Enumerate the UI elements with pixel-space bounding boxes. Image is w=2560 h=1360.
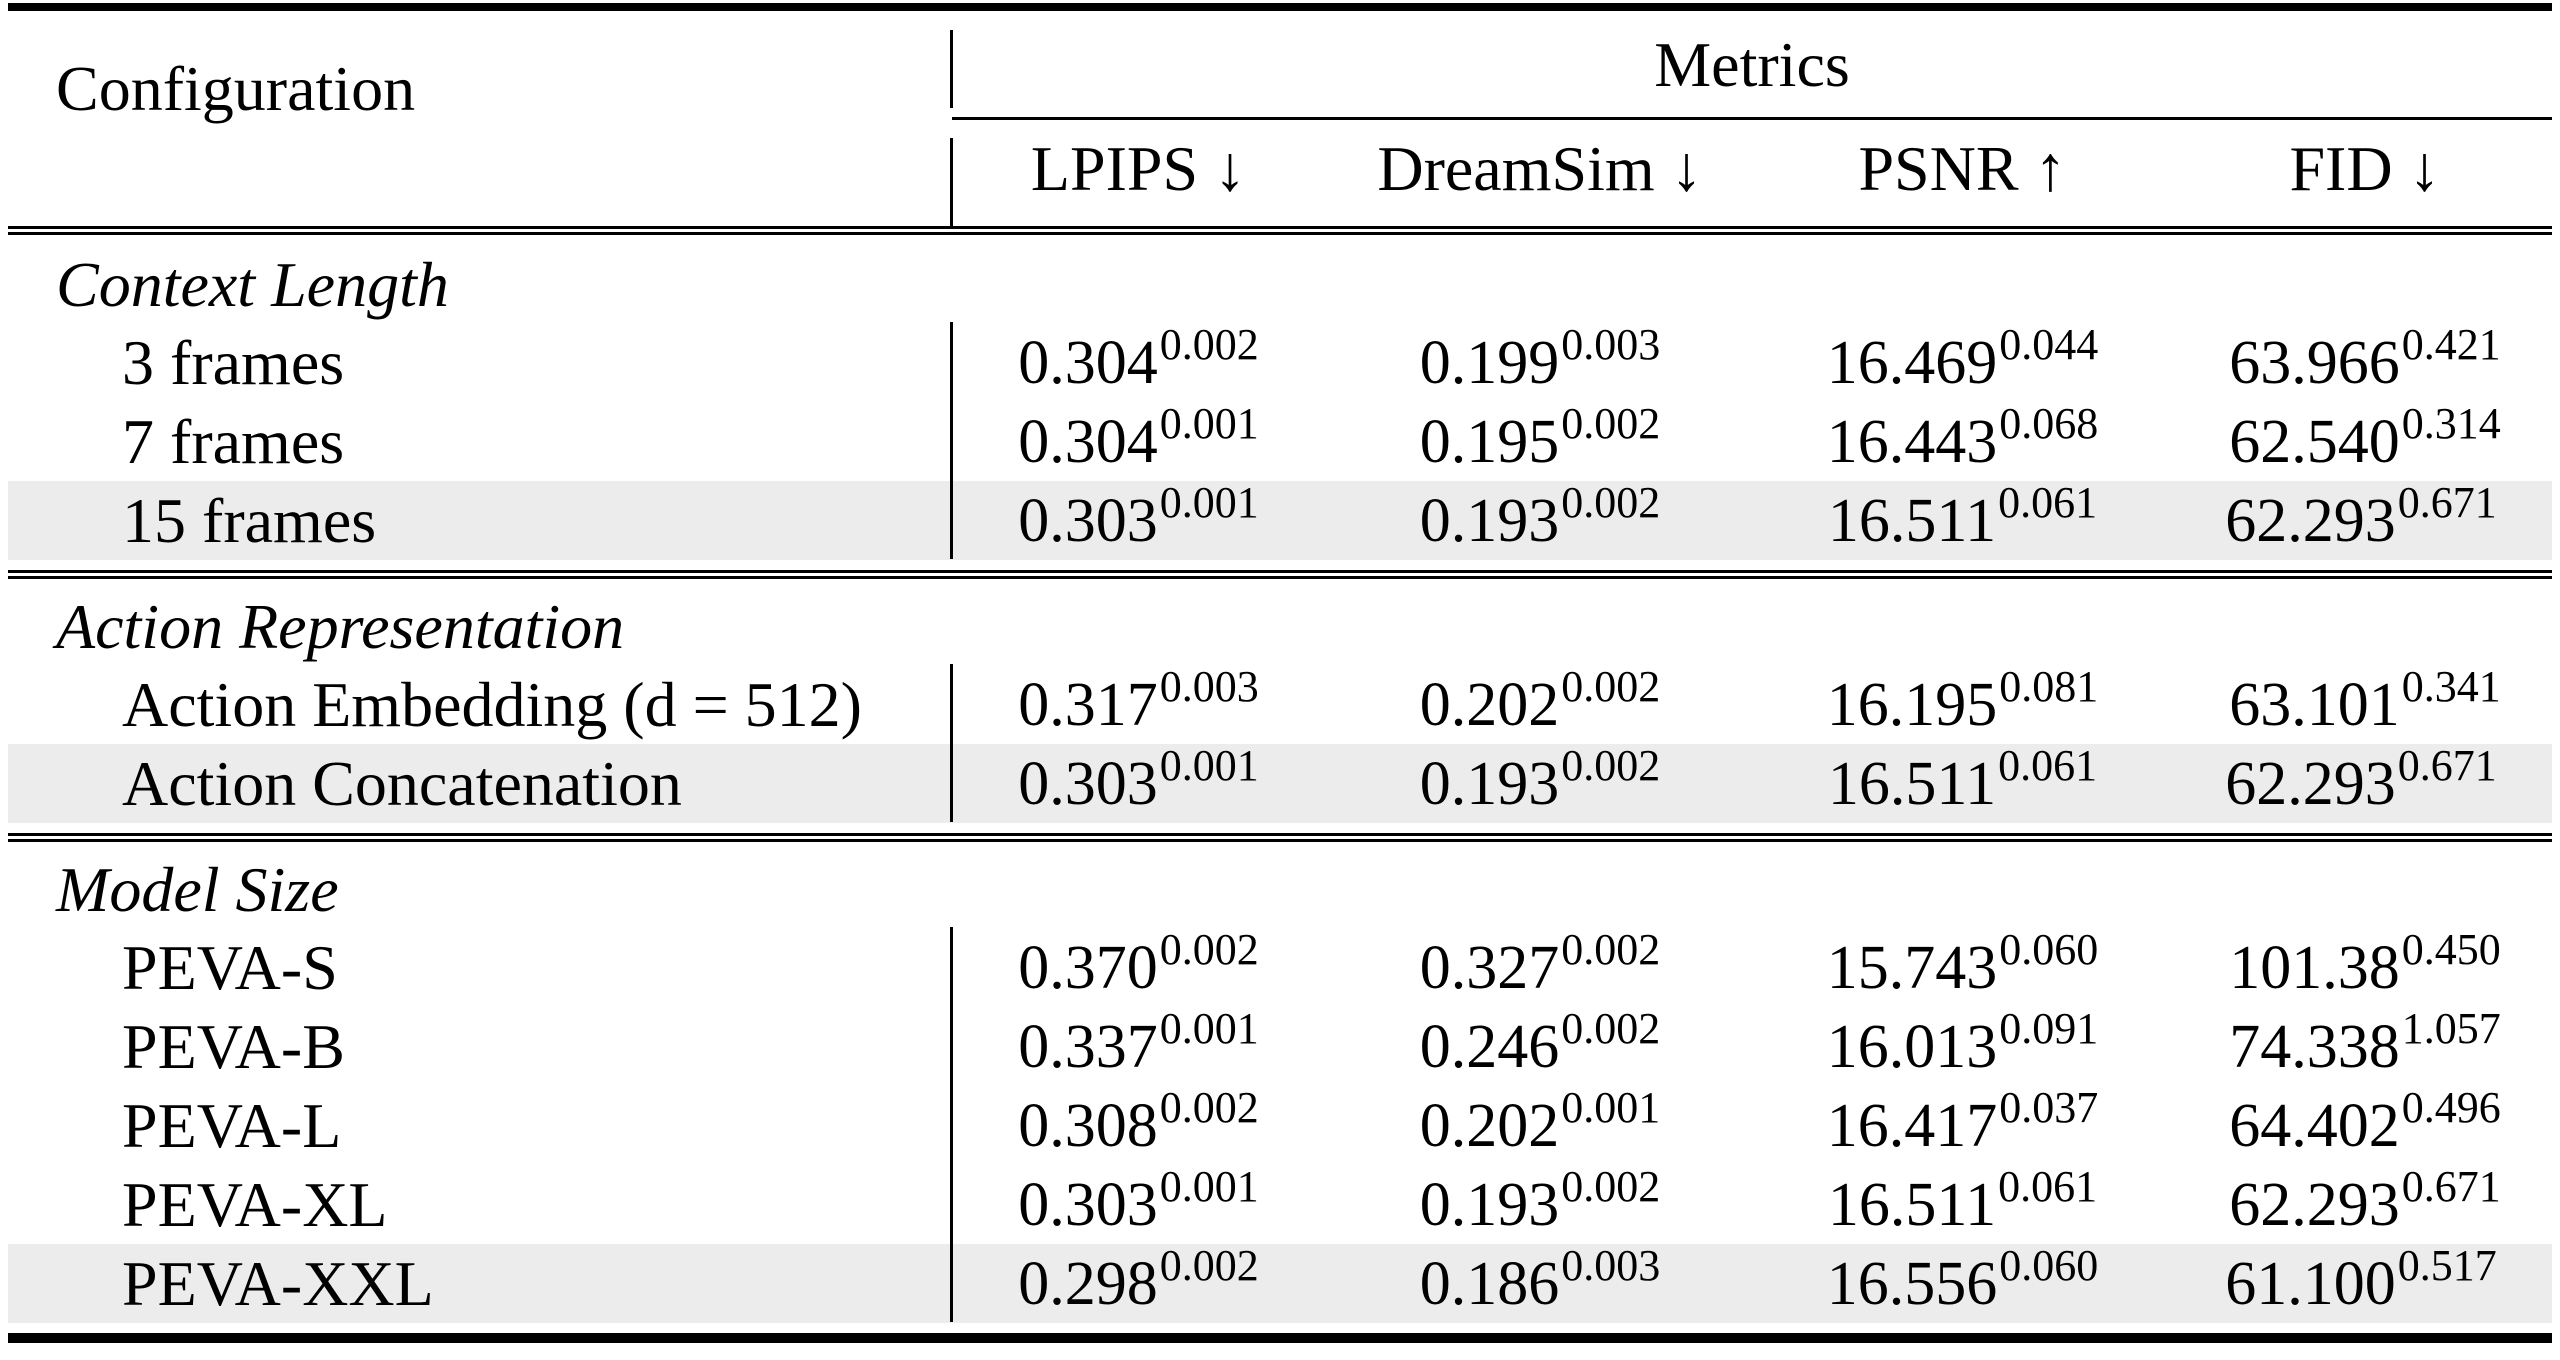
row-label: PEVA-XL [122, 1168, 388, 1240]
table-top-rule [8, 3, 2552, 11]
section-header-row: Action Representation [0, 589, 2560, 665]
table-row: 7 frames 0.3040.001 0.1950.002 16.4430.0… [0, 398, 2560, 481]
table-row: PEVA-S 0.3700.002 0.3270.002 15.7430.060… [0, 924, 2560, 1007]
metric-value-fid: 62.5400.314 [2229, 398, 2501, 476]
row-label: Action Embedding (d = 512) [122, 668, 862, 740]
metric-value-fid: 64.4020.496 [2229, 1082, 2501, 1160]
metric-value-psnr: 16.5110.061 [1827, 1161, 2098, 1239]
column-header-lpips: LPIPS ↓ [1030, 133, 1247, 204]
metrics-cmidrule [952, 117, 2552, 120]
metric-value-dreamsim: 0.1930.002 [1419, 1161, 1661, 1239]
table-section: Model Size PEVA-S 0.3700.002 0.3270.002 … [0, 852, 2560, 1323]
metric-value-lpips: 0.3040.002 [1018, 319, 1259, 397]
table-row: 3 frames 0.3040.002 0.1990.003 16.4690.0… [0, 319, 2560, 402]
vertical-rule-section-model-size [950, 927, 953, 1322]
section-separator-block [0, 823, 2560, 852]
section-title: Model Size [56, 854, 339, 925]
metric-value-psnr: 16.5560.060 [1826, 1240, 2099, 1318]
table-row: PEVA-B 0.3370.001 0.2460.002 16.0130.091… [0, 1003, 2560, 1086]
table-section: Action Representation Action Embedding (… [0, 589, 2560, 823]
metric-value-fid: 61.1000.517 [2225, 1240, 2497, 1318]
metric-value-dreamsim: 0.3270.002 [1419, 924, 1661, 1002]
header-separator-rule [8, 226, 2552, 235]
metric-value-psnr: 16.5110.061 [1827, 477, 2098, 555]
section-separator-block [0, 560, 2560, 589]
metric-value-lpips: 0.3030.001 [1018, 1161, 1259, 1239]
table-row: PEVA-L 0.3080.002 0.2020.001 16.4170.037… [0, 1082, 2560, 1165]
metric-value-fid: 101.380.450 [2229, 924, 2501, 1002]
column-group-header-metrics: Metrics [1654, 29, 1850, 100]
metric-value-lpips: 0.3040.001 [1018, 398, 1259, 476]
section-title: Context Length [56, 249, 449, 320]
table-bottom-rule [8, 1333, 2552, 1343]
metric-value-lpips: 0.3030.001 [1018, 477, 1259, 555]
metric-value-fid: 63.1010.341 [2229, 661, 2501, 739]
column-header-fid: FID ↓ [2289, 133, 2441, 204]
vertical-rule-header-upper [950, 30, 953, 108]
metric-value-psnr: 16.0130.091 [1826, 1003, 2099, 1081]
column-header-psnr: PSNR ↑ [1858, 133, 2067, 204]
metric-value-lpips: 0.2980.002 [1018, 1240, 1259, 1318]
column-header-configuration: Configuration [56, 53, 416, 124]
table-header: Configuration Metrics LPIPS ↓ DreamSim ↓… [0, 11, 2560, 226]
metric-value-dreamsim: 0.1990.003 [1419, 319, 1661, 397]
row-label: Action Concatenation [122, 747, 682, 819]
metric-value-dreamsim: 0.1930.002 [1419, 740, 1661, 818]
metric-value-fid: 62.2930.671 [2225, 477, 2497, 555]
row-label: PEVA-L [122, 1089, 342, 1161]
metric-value-dreamsim: 0.1950.002 [1419, 398, 1661, 476]
section-header-row: Context Length [0, 247, 2560, 323]
spacer [0, 579, 2560, 589]
row-label: 15 frames [122, 484, 377, 556]
table-row: 15 frames 0.3030.001 0.1930.002 16.5110.… [8, 477, 2552, 560]
spacer [0, 842, 2560, 852]
metric-value-psnr: 16.4690.044 [1826, 319, 2099, 397]
row-label: PEVA-S [122, 931, 338, 1003]
metric-value-psnr: 16.1950.081 [1826, 661, 2099, 739]
vertical-rule-section-context-length [950, 322, 953, 559]
metric-value-lpips: 0.3370.001 [1018, 1003, 1259, 1081]
spacer [0, 560, 2560, 570]
metric-value-fid: 62.2930.671 [2229, 1161, 2501, 1239]
metric-value-psnr: 16.4170.037 [1826, 1082, 2099, 1160]
metric-value-dreamsim: 0.2020.002 [1419, 661, 1661, 739]
metric-value-lpips: 0.3700.002 [1018, 924, 1259, 1002]
metric-value-psnr: 16.4430.068 [1826, 398, 2099, 476]
spacer [0, 235, 2560, 247]
section-separator-rule [8, 833, 2552, 842]
column-header-dreamsim: DreamSim ↓ [1377, 133, 1703, 204]
table-body: Context Length 3 frames 0.3040.002 0.199… [0, 247, 2560, 1323]
metric-value-dreamsim: 0.1930.002 [1419, 477, 1661, 555]
metric-value-dreamsim: 0.1860.003 [1419, 1240, 1661, 1318]
metric-value-fid: 74.3381.057 [2229, 1003, 2501, 1081]
metric-value-fid: 62.2930.671 [2225, 740, 2497, 818]
metric-value-dreamsim: 0.2020.001 [1419, 1082, 1661, 1160]
table-row: PEVA-XL 0.3030.001 0.1930.002 16.5110.06… [0, 1161, 2560, 1244]
table-section: Context Length 3 frames 0.3040.002 0.199… [0, 247, 2560, 560]
section-header-row: Model Size [0, 852, 2560, 928]
table-row: Action Embedding (d = 512) 0.3170.003 0.… [0, 661, 2560, 744]
metric-value-dreamsim: 0.2460.002 [1419, 1003, 1661, 1081]
metric-value-psnr: 15.7430.060 [1826, 924, 2099, 1002]
vertical-rule-header-lower [950, 138, 953, 226]
vertical-rule-section-action-representation [950, 664, 953, 822]
row-label: 7 frames [122, 405, 345, 477]
section-title: Action Representation [56, 591, 625, 662]
metric-value-fid: 63.9660.421 [2229, 319, 2501, 397]
metric-subheaders: LPIPS ↓ DreamSim ↓ PSNR ↑ FID ↓ [0, 129, 2560, 209]
section-separator-rule [8, 570, 2552, 579]
row-label: PEVA-XXL [122, 1247, 434, 1319]
spacer [0, 823, 2560, 833]
metric-value-psnr: 16.5110.061 [1827, 740, 2098, 818]
table-row: Action Concatenation 0.3030.001 0.1930.0… [8, 740, 2552, 823]
metric-value-lpips: 0.3030.001 [1018, 740, 1259, 818]
metric-value-lpips: 0.3080.002 [1018, 1082, 1259, 1160]
row-label: PEVA-B [122, 1010, 345, 1082]
table-row: PEVA-XXL 0.2980.002 0.1860.003 16.5560.0… [8, 1240, 2552, 1323]
row-label: 3 frames [122, 326, 345, 398]
metric-value-lpips: 0.3170.003 [1018, 661, 1259, 739]
spacer [0, 1323, 2560, 1333]
